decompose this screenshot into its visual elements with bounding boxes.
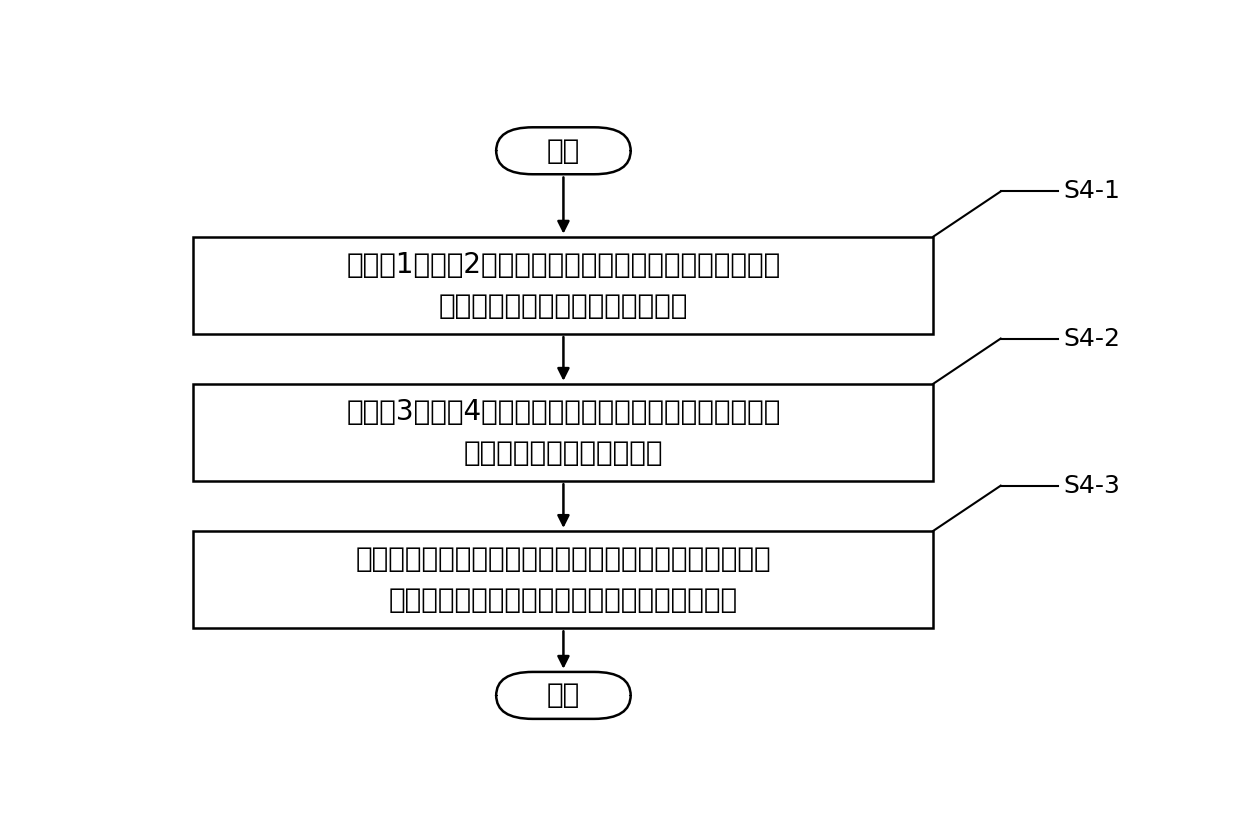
FancyBboxPatch shape — [193, 531, 934, 628]
Text: 使用第3个和第4个卷积层神经子网络对低层特征进行抽象
的高层表示，得到高层特征: 使用第3个和第4个卷积层神经子网络对低层特征进行抽象 的高层表示，得到高层特征 — [346, 398, 781, 467]
Text: 使用最大池化层对高层特征进行降采样处理，减少神经网
络的参数，并输出特征识别模型和初次识别特征: 使用最大池化层对高层特征进行降采样处理，减少神经网 络的参数，并输出特征识别模型… — [356, 545, 771, 614]
Text: S4-1: S4-1 — [1063, 180, 1120, 203]
Text: S4-2: S4-2 — [1063, 327, 1120, 350]
FancyBboxPatch shape — [193, 384, 934, 481]
Text: 开始: 开始 — [547, 137, 580, 165]
Text: S4-3: S4-3 — [1063, 474, 1120, 498]
Text: 结束: 结束 — [547, 681, 580, 710]
Text: 使用第1个和第2个卷积层神经子网络提取数据特征，并对
数据特征进行组合，作为低层特征: 使用第1个和第2个卷积层神经子网络提取数据特征，并对 数据特征进行组合，作为低层… — [346, 250, 780, 320]
FancyBboxPatch shape — [193, 237, 934, 334]
FancyBboxPatch shape — [496, 672, 631, 719]
FancyBboxPatch shape — [496, 128, 631, 174]
